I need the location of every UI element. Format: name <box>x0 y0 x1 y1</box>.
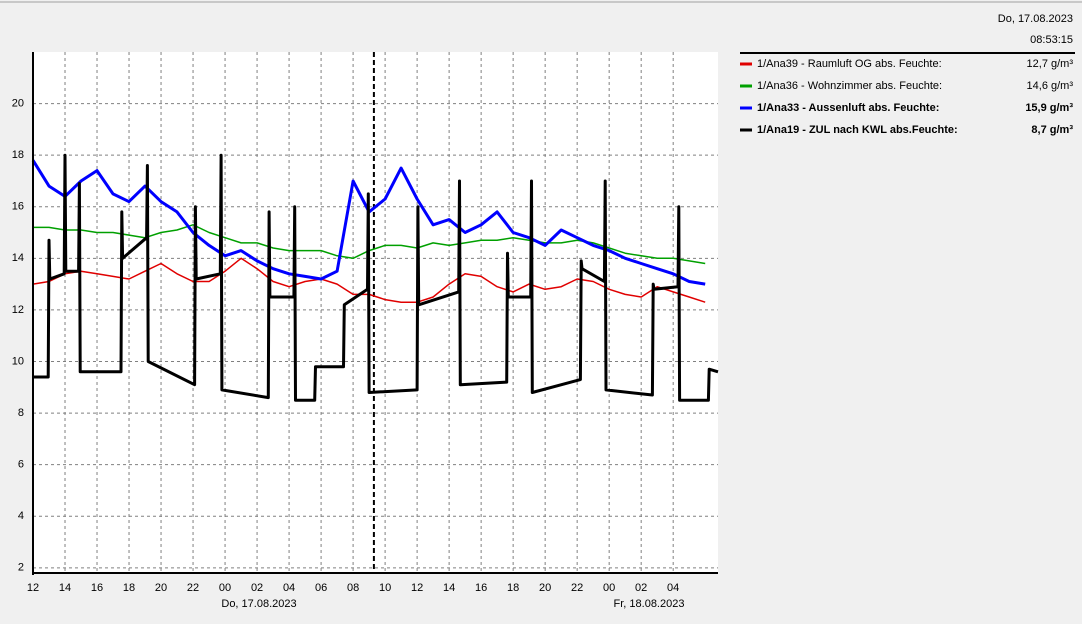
y-tick-label: 20 <box>12 97 24 109</box>
legend-value: 12,7 g/m³ <box>1027 58 1074 70</box>
x-tick-label: 12 <box>27 582 39 594</box>
x-tick-label: 00 <box>219 582 231 594</box>
date-label: Do, 17.08.2023 <box>221 598 296 610</box>
legend-label: 1/Ana19 - ZUL nach KWL abs.Feuchte: <box>757 124 958 136</box>
header-time: 08:53:15 <box>1030 34 1073 46</box>
x-tick-label: 02 <box>635 582 647 594</box>
date-label: Fr, 18.08.2023 <box>614 598 685 610</box>
legend-label: 1/Ana33 - Aussenluft abs. Feuchte: <box>757 102 939 114</box>
x-tick-label: 10 <box>379 582 391 594</box>
y-tick-label: 8 <box>18 407 24 419</box>
plot-area <box>33 52 718 573</box>
x-tick-label: 16 <box>475 582 487 594</box>
x-tick-label: 06 <box>315 582 327 594</box>
x-tick-label: 02 <box>251 582 263 594</box>
y-tick-label: 4 <box>18 510 24 522</box>
x-tick-label: 14 <box>59 582 71 594</box>
x-tick-label: 08 <box>347 582 359 594</box>
x-tick-label: 04 <box>667 582 679 594</box>
legend-value: 14,6 g/m³ <box>1027 80 1074 92</box>
y-tick-label: 10 <box>12 355 24 367</box>
x-tick-label: 18 <box>507 582 519 594</box>
x-tick-label: 12 <box>411 582 423 594</box>
x-tick-label: 22 <box>571 582 583 594</box>
y-tick-label: 16 <box>12 201 24 213</box>
legend-value: 8,7 g/m³ <box>1031 124 1073 136</box>
x-tick-label: 20 <box>539 582 551 594</box>
legend-label: 1/Ana39 - Raumluft OG abs. Feuchte: <box>757 58 942 70</box>
y-tick-label: 18 <box>12 149 24 161</box>
x-tick-label: 20 <box>155 582 167 594</box>
x-tick-label: 14 <box>443 582 455 594</box>
x-tick-label: 18 <box>123 582 135 594</box>
y-tick-label: 6 <box>18 459 24 471</box>
x-tick-label: 00 <box>603 582 615 594</box>
legend-value: 15,9 g/m³ <box>1025 102 1073 114</box>
legend-label: 1/Ana36 - Wohnzimmer abs. Feuchte: <box>757 80 942 92</box>
x-tick-label: 22 <box>187 582 199 594</box>
y-tick-label: 14 <box>12 252 24 264</box>
series-line <box>33 153 719 402</box>
x-tick-label: 04 <box>283 582 295 594</box>
header-date: Do, 17.08.2023 <box>998 13 1073 25</box>
y-tick-label: 12 <box>12 304 24 316</box>
x-tick-label: 16 <box>91 582 103 594</box>
y-tick-label: 2 <box>18 562 24 574</box>
